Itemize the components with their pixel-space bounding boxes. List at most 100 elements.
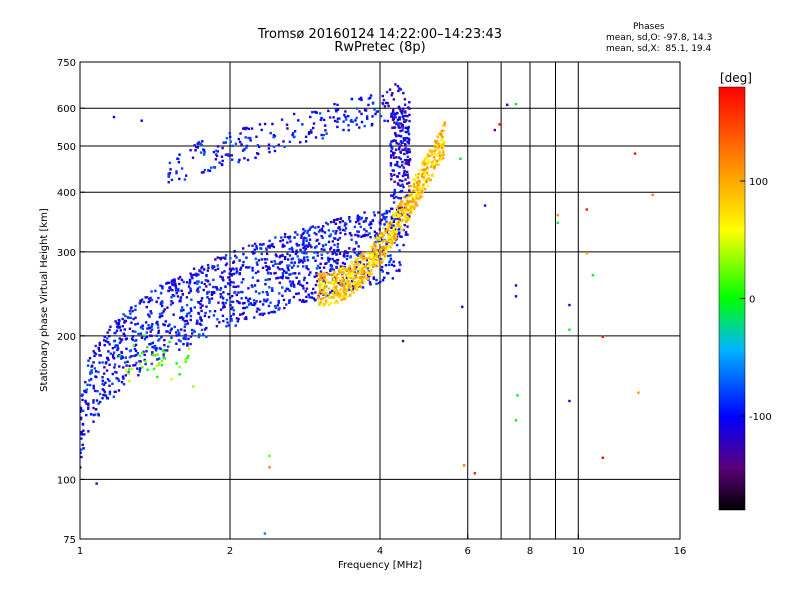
data-point <box>222 141 225 144</box>
data-point <box>293 236 296 239</box>
data-point <box>366 233 369 237</box>
data-point <box>138 354 142 358</box>
x-tick-label: 8 <box>527 546 533 557</box>
data-point <box>227 276 230 279</box>
data-point <box>158 315 162 319</box>
data-point <box>339 269 342 272</box>
data-point <box>323 124 327 127</box>
data-point <box>243 306 247 310</box>
data-point <box>391 112 394 115</box>
data-point <box>166 281 169 285</box>
data-point <box>277 262 280 266</box>
data-point <box>199 317 202 320</box>
data-point <box>381 240 385 243</box>
data-point <box>261 290 265 294</box>
data-point <box>366 274 370 277</box>
data-point <box>333 251 336 255</box>
data-point <box>242 252 245 256</box>
data-point <box>122 383 126 386</box>
data-point <box>323 248 326 251</box>
data-point <box>150 312 153 315</box>
data-point <box>94 370 98 373</box>
data-point <box>156 358 159 361</box>
data-point <box>423 187 427 191</box>
data-point <box>190 298 193 301</box>
data-point <box>266 293 269 296</box>
data-point <box>330 289 334 293</box>
data-point <box>410 209 414 213</box>
data-point <box>435 159 439 163</box>
data-point <box>304 135 308 138</box>
data-point <box>196 287 200 290</box>
data-point <box>343 294 346 297</box>
data-point <box>371 122 374 126</box>
data-point <box>335 300 338 303</box>
data-point <box>238 158 241 162</box>
data-point <box>201 332 205 336</box>
data-point <box>203 282 206 286</box>
data-point <box>333 289 336 292</box>
data-point <box>407 163 411 166</box>
data-point <box>246 158 250 162</box>
data-point <box>288 264 291 267</box>
data-point <box>286 287 290 291</box>
data-point <box>321 286 324 290</box>
data-point <box>333 243 336 247</box>
data-point <box>227 154 230 157</box>
data-point <box>171 293 175 297</box>
data-point <box>435 161 438 165</box>
data-point <box>329 248 332 251</box>
data-point <box>378 255 382 258</box>
data-point <box>108 390 112 393</box>
data-point <box>310 291 313 295</box>
data-point <box>375 254 378 257</box>
data-point <box>342 280 346 283</box>
data-point <box>378 238 381 241</box>
data-point <box>385 241 388 245</box>
data-point <box>192 267 196 270</box>
data-point <box>355 116 358 120</box>
data-point <box>317 284 321 287</box>
data-point <box>224 254 228 257</box>
data-point <box>116 323 120 326</box>
data-point <box>381 213 384 216</box>
data-point <box>390 235 394 239</box>
data-point <box>303 249 306 252</box>
data-point <box>369 235 372 239</box>
data-point <box>328 281 331 285</box>
data-point <box>398 118 401 121</box>
data-point <box>210 293 214 297</box>
data-point <box>402 91 405 95</box>
data-point <box>180 167 184 170</box>
data-point <box>277 301 280 304</box>
data-point <box>413 188 416 192</box>
data-point <box>394 116 397 119</box>
data-point <box>332 220 336 224</box>
data-point <box>201 304 204 307</box>
data-point <box>420 175 424 178</box>
data-point <box>404 146 407 150</box>
data-point <box>407 132 411 136</box>
data-point <box>210 297 214 300</box>
data-point <box>396 118 400 122</box>
y-tick-label: 600 <box>57 104 76 115</box>
data-point <box>387 235 391 239</box>
data-point <box>329 269 332 273</box>
data-point <box>320 133 323 137</box>
data-point <box>333 273 336 277</box>
data-point <box>288 237 291 240</box>
data-point <box>354 220 358 224</box>
data-point <box>133 354 136 358</box>
data-point <box>394 139 397 143</box>
data-point <box>277 299 280 303</box>
data-point <box>253 302 256 305</box>
data-point <box>246 298 250 301</box>
data-point <box>325 280 329 283</box>
data-point <box>278 307 281 310</box>
data-point <box>399 109 402 112</box>
data-point <box>414 204 418 207</box>
data-point <box>211 265 214 268</box>
data-point <box>380 261 383 265</box>
data-point <box>139 367 142 370</box>
data-point <box>422 186 425 189</box>
